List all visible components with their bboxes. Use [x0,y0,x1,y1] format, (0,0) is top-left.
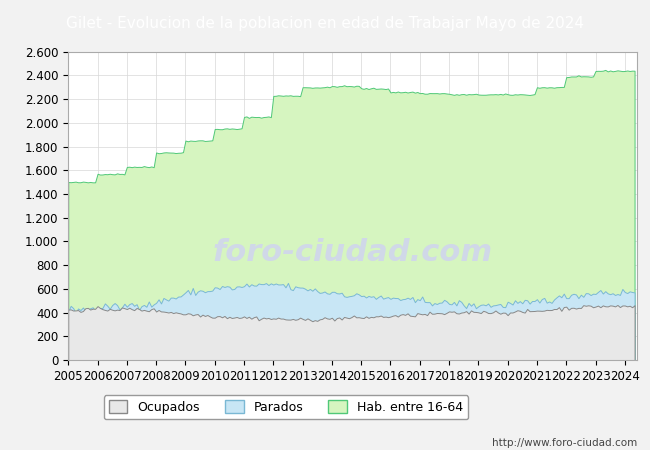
Text: foro-ciudad.com: foro-ciudad.com [213,238,493,266]
Text: http://www.foro-ciudad.com: http://www.foro-ciudad.com [492,438,637,448]
Legend: Ocupados, Parados, Hab. entre 16-64: Ocupados, Parados, Hab. entre 16-64 [104,396,468,419]
Text: Gilet - Evolucion de la poblacion en edad de Trabajar Mayo de 2024: Gilet - Evolucion de la poblacion en eda… [66,16,584,31]
